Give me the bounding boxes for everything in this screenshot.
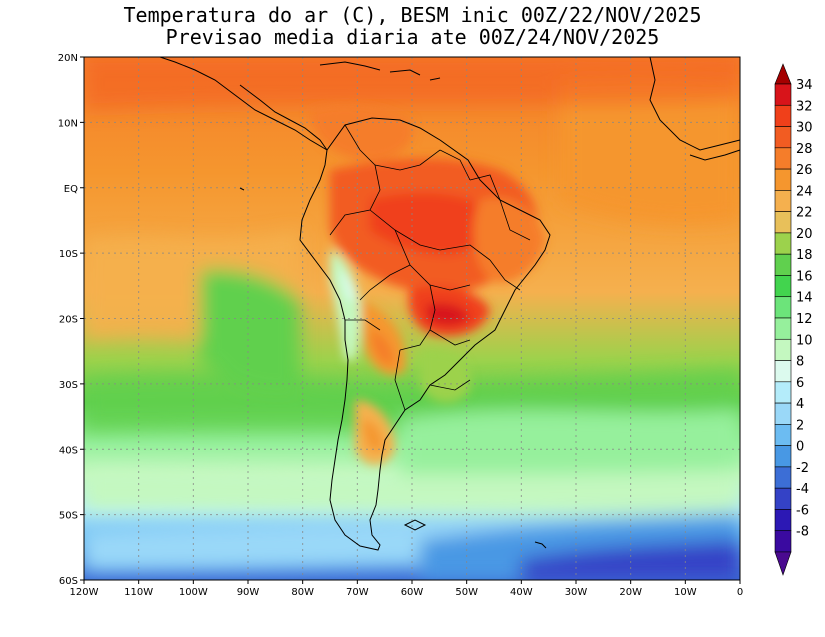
colorbar-segment (774, 530, 792, 553)
lon-label: 90W (237, 587, 260, 598)
country-borders (329, 124, 531, 411)
colorbar-label: 4 (796, 397, 804, 412)
colorbar-segment (774, 338, 792, 361)
colorbar-segment (774, 168, 792, 191)
map-title-line2: Previsao media diaria ate 00Z/24/NOV/202… (165, 25, 660, 49)
map-title-line1: Temperatura do ar (C), BESM inic 00Z/22/… (123, 3, 702, 27)
lon-label: 60W (401, 587, 424, 598)
lat-label: 10N (58, 118, 78, 129)
lon-label: 80W (291, 587, 314, 598)
colorbar-segment (774, 190, 792, 212)
colorbar-label: 18 (796, 248, 813, 263)
colorbar-segment (774, 126, 792, 149)
latitude-labels: 20N 10N EQ 10S 20S 30S 40S 50S 60S (58, 53, 84, 587)
colorbar-label: 30 (796, 121, 813, 136)
lon-label: 30W (565, 587, 588, 598)
lon-label: 20W (619, 587, 642, 598)
colorbar-label: 6 (796, 376, 804, 391)
map-gridlines (84, 57, 740, 580)
colorbar-label: 16 (796, 269, 813, 284)
lat-label: EQ (64, 184, 78, 195)
colorbar (774, 63, 792, 576)
lat-label: 20S (59, 315, 78, 326)
colorbar-segment (774, 317, 792, 340)
colorbar-label: 0 (796, 440, 804, 455)
colorbar-segment (774, 402, 792, 425)
colorbar-label: 28 (796, 142, 813, 157)
lon-label: 0 (737, 587, 743, 598)
colorbar-segment (774, 275, 792, 298)
lat-label: 50S (59, 511, 78, 522)
colorbar-segment (774, 509, 792, 532)
colorbar-segment (774, 211, 792, 234)
lon-label: 40W (510, 587, 533, 598)
lon-label: 70W (346, 587, 369, 598)
colorbar-segment (774, 381, 792, 404)
colorbar-segment (774, 466, 792, 489)
colorbar-label: 34 (796, 78, 813, 93)
colorbar-label: 12 (796, 312, 813, 327)
lon-label: 50W (455, 587, 478, 598)
colorbar-label: 20 (796, 227, 813, 242)
colorbar-segment (774, 424, 792, 446)
lon-label: 100W (179, 587, 208, 598)
lat-label: 30S (59, 380, 78, 391)
lon-label: 110W (124, 587, 153, 598)
colorbar-label: 32 (796, 99, 813, 114)
colorbar-segment (774, 147, 792, 170)
colorbar-segment (774, 360, 792, 383)
colorbar-label: 24 (796, 184, 813, 199)
colorbar-label: 22 (796, 206, 813, 221)
colorbar-segment (774, 487, 792, 510)
colorbar-segment (774, 445, 792, 468)
colorbar-label: -8 (796, 525, 809, 540)
lon-label: 10W (674, 587, 697, 598)
lat-label: 10S (59, 249, 78, 260)
colorbar-segment (774, 83, 792, 106)
colorbar-label: 14 (796, 291, 813, 306)
colorbar-label: 26 (796, 163, 813, 178)
lat-label: 60S (59, 576, 78, 587)
lat-label: 40S (59, 445, 78, 456)
colorbar-segment (774, 253, 792, 276)
colorbar-label: 10 (796, 333, 813, 348)
colorbar-label: 8 (796, 355, 804, 370)
colorbar-top-arrow (774, 63, 792, 85)
colorbar-segment (774, 296, 792, 319)
colorbar-label: 2 (796, 418, 804, 433)
lon-label: 120W (70, 587, 99, 598)
colorbar-segment (774, 104, 792, 127)
colorbar-label: -2 (796, 461, 809, 476)
colorbar-label: -6 (796, 503, 809, 518)
colorbar-bottom-arrow (774, 551, 792, 576)
lat-label: 20N (58, 53, 78, 64)
longitude-labels: 120W 110W 100W 90W 80W 70W 60W 50W 40W 30W 20W 10W 0 (70, 580, 743, 598)
colorbar-label: -4 (796, 482, 809, 497)
colorbar-segment (774, 232, 792, 255)
